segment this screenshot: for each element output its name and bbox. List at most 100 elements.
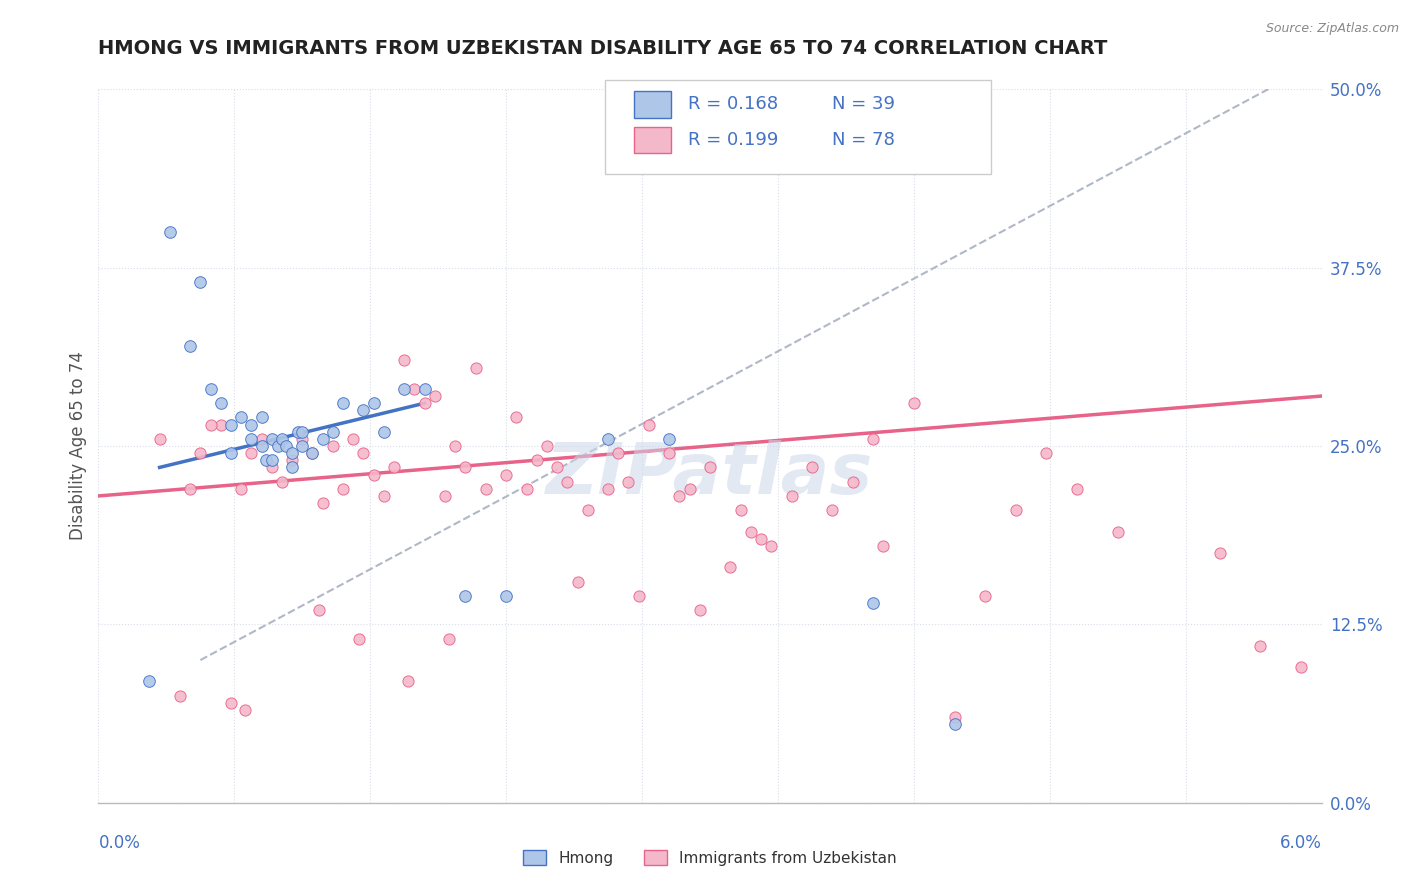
Point xyxy=(188,446,212,460)
Point xyxy=(444,439,467,453)
Point xyxy=(291,439,314,453)
Point xyxy=(219,446,242,460)
Point xyxy=(730,503,752,517)
Point xyxy=(270,475,292,489)
Point xyxy=(392,382,416,396)
Point xyxy=(270,432,292,446)
Point xyxy=(495,467,517,482)
Point xyxy=(169,689,191,703)
Point xyxy=(515,482,537,496)
Point xyxy=(596,482,619,496)
Point xyxy=(349,632,371,646)
Point xyxy=(311,496,335,510)
Point xyxy=(536,439,558,453)
Point xyxy=(396,674,419,689)
Text: N = 78: N = 78 xyxy=(832,131,896,149)
Point xyxy=(200,417,222,432)
Point xyxy=(1004,503,1026,517)
Point xyxy=(678,482,700,496)
Point xyxy=(1208,546,1230,560)
Point xyxy=(637,417,661,432)
Point xyxy=(260,432,283,446)
Point xyxy=(596,432,619,446)
Point xyxy=(200,382,222,396)
Point xyxy=(413,382,436,396)
Point xyxy=(240,432,263,446)
Point xyxy=(699,460,721,475)
Point xyxy=(322,439,344,453)
Point xyxy=(555,475,579,489)
Point xyxy=(281,446,304,460)
Point xyxy=(363,396,385,410)
Point xyxy=(209,417,232,432)
Point xyxy=(352,446,374,460)
Point xyxy=(780,489,803,503)
Point xyxy=(260,460,283,475)
Point xyxy=(474,482,498,496)
Point xyxy=(301,446,323,460)
Text: 0.0%: 0.0% xyxy=(98,834,141,852)
Point xyxy=(281,460,304,475)
Text: 6.0%: 6.0% xyxy=(1279,834,1322,852)
Point xyxy=(373,489,395,503)
Text: HMONG VS IMMIGRANTS FROM UZBEKISTAN DISABILITY AGE 65 TO 74 CORRELATION CHART: HMONG VS IMMIGRANTS FROM UZBEKISTAN DISA… xyxy=(98,39,1108,58)
Point xyxy=(943,717,966,731)
Point xyxy=(1035,446,1057,460)
Point xyxy=(382,460,405,475)
Point xyxy=(872,539,894,553)
Point xyxy=(404,382,426,396)
Point xyxy=(274,439,297,453)
Point xyxy=(576,503,599,517)
Text: Source: ZipAtlas.com: Source: ZipAtlas.com xyxy=(1265,22,1399,36)
Point xyxy=(179,482,201,496)
Point xyxy=(607,446,630,460)
Point xyxy=(668,489,690,503)
Point xyxy=(332,396,354,410)
Point xyxy=(363,467,385,482)
Point xyxy=(260,453,283,467)
Point xyxy=(718,560,742,574)
Point xyxy=(413,396,436,410)
Point xyxy=(281,453,304,467)
Point xyxy=(505,410,527,425)
Point xyxy=(454,589,477,603)
Point xyxy=(254,453,277,467)
Point xyxy=(943,710,966,724)
Point xyxy=(1147,68,1170,82)
Point xyxy=(495,589,517,603)
Point xyxy=(229,482,253,496)
Point xyxy=(250,410,273,425)
Point xyxy=(219,417,242,432)
Point xyxy=(1066,482,1088,496)
Point xyxy=(188,275,212,289)
Point xyxy=(689,603,711,617)
Point xyxy=(740,524,762,539)
Y-axis label: Disability Age 65 to 74: Disability Age 65 to 74 xyxy=(69,351,87,541)
Point xyxy=(841,475,863,489)
Point xyxy=(291,432,314,446)
Point xyxy=(974,589,997,603)
Point xyxy=(149,432,172,446)
Point xyxy=(240,417,263,432)
Point xyxy=(903,396,925,410)
Point xyxy=(433,489,456,503)
Point xyxy=(332,482,354,496)
Legend: Hmong, Immigrants from Uzbekistan: Hmong, Immigrants from Uzbekistan xyxy=(523,850,897,865)
Point xyxy=(526,453,548,467)
Point xyxy=(287,425,309,439)
Point xyxy=(627,589,650,603)
Point xyxy=(250,432,273,446)
Text: ZIPatlas: ZIPatlas xyxy=(547,440,873,509)
Point xyxy=(567,574,589,589)
Text: R = 0.199: R = 0.199 xyxy=(688,131,778,149)
Point xyxy=(233,703,256,717)
Point xyxy=(801,460,824,475)
Point xyxy=(1291,660,1313,674)
Point xyxy=(301,446,323,460)
Point xyxy=(759,539,782,553)
Point xyxy=(219,696,242,710)
Point xyxy=(373,425,395,439)
Point xyxy=(749,532,772,546)
Point xyxy=(342,432,364,446)
Point xyxy=(862,432,884,446)
